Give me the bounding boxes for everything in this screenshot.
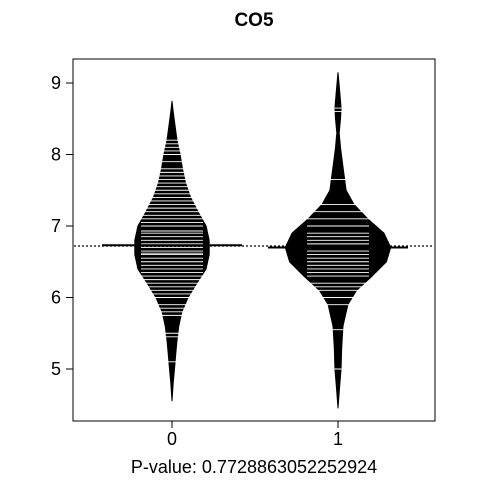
beans-layer [102, 72, 408, 409]
x-axis-label: P-value: 0.7728863052252924 [131, 457, 377, 477]
chart-title: CO5 [234, 10, 274, 31]
bean-1 [268, 72, 408, 409]
bean-0 [102, 100, 242, 402]
y-tick-label: 5 [51, 359, 61, 379]
plot-frame [72, 58, 436, 422]
y-tick-label: 9 [51, 73, 61, 93]
y-tick-label: 8 [51, 145, 61, 165]
x-tick-label: 1 [333, 429, 343, 449]
x-tick-label: 0 [167, 429, 177, 449]
y-tick-label: 7 [51, 216, 61, 236]
y-tick-label: 6 [51, 288, 61, 308]
y-axis: 5 6 7 8 9 [51, 73, 73, 379]
